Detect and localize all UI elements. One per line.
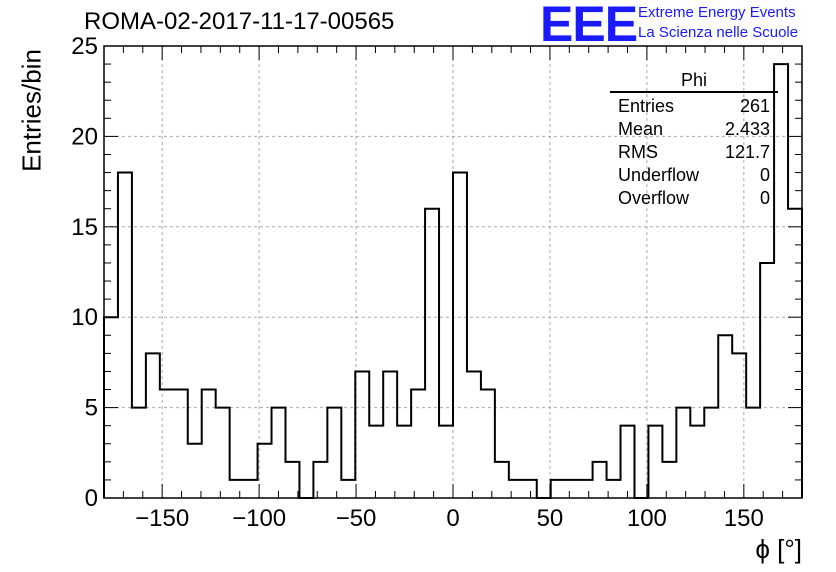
x-tick-label: 50 [537,505,564,532]
histogram-outline [103,63,803,499]
histogram-bin [593,462,607,498]
histogram-bin [272,408,286,498]
histogram-bin [355,371,369,498]
histogram-bin [327,408,341,498]
stats-label: Entries [618,96,675,116]
histogram-bin [690,426,704,498]
histogram-bin [481,390,495,498]
y-tick-label: 5 [85,395,98,422]
histogram-bin [341,480,355,498]
y-tick-label: 15 [71,214,98,241]
histogram-bin [704,408,718,498]
histogram-bin [132,408,146,498]
histogram-bin [397,426,411,498]
histogram-bin [118,173,132,498]
chart-title: ROMA-02-2017-11-17-00565 [84,8,395,35]
histogram-bin [425,209,439,498]
histogram-bin [383,371,397,498]
histogram-bin [676,408,690,498]
eee-logo: EEE [540,0,638,52]
histogram-bin [621,426,635,498]
histogram-bin [216,408,230,498]
y-tick-label: 0 [85,485,98,512]
histogram-bin [369,426,383,498]
x-tick-label: −100 [232,505,286,532]
histogram-bin [244,480,258,498]
histogram-bin [146,353,160,498]
stats-label: Underflow [618,165,700,185]
stats-value: 0 [759,188,770,208]
histogram-bin [579,480,593,498]
histogram-bin [732,353,746,498]
histogram-bin [202,390,216,498]
histogram-bin [285,462,299,498]
stats-box: Phi Entries 261 Mean 2.433 RMS 121.7 Und… [610,70,778,210]
histogram-bin [760,263,774,498]
stats-row-rms: RMS 121.7 [610,141,778,164]
histogram-bin [230,480,244,498]
x-tick-label: −50 [336,505,377,532]
logo-line-2: La Scienza nelle Scuole [638,24,799,41]
histogram-bin [439,426,453,498]
histogram-bin [313,462,327,498]
x-tick-label: 150 [724,505,764,532]
stats-row-mean: Mean 2.433 [610,118,778,141]
stats-row-entries: Entries 261 [610,95,778,118]
stats-value: 121.7 [724,142,770,162]
histogram-bin [648,426,662,498]
stats-label: Overflow [618,188,690,208]
stats-value: 2.433 [724,119,770,139]
y-tick-label: 10 [71,304,98,331]
y-axis-label: Entries/bin [16,49,47,172]
stats-value: 0 [759,165,770,185]
histogram-bin [411,390,425,498]
histogram-bin [523,480,537,498]
x-tick-label: 0 [446,505,459,532]
y-tick-label: 20 [71,123,98,150]
histogram-bin [718,335,732,498]
x-tick-label: 100 [627,505,667,532]
x-axis-label: ϕ [°] [755,534,802,564]
histogram-bin [565,480,579,498]
histogram-bin [258,444,272,498]
y-tick-label: 25 [71,33,98,60]
histogram-bin [174,390,188,498]
histogram-bin [453,173,467,498]
stats-row-overflow: Overflow 0 [610,187,778,210]
histogram-bin [607,480,621,498]
stats-title: Phi [610,70,778,93]
logo-line-1: Extreme Energy Events [638,4,796,21]
stats-label: Mean [618,119,664,139]
histogram-bin [746,408,760,498]
histogram-bin [467,371,481,498]
x-tick-label: −150 [135,505,189,532]
histogram-bin [662,462,676,498]
stats-value: 261 [739,96,770,116]
histogram-bin [188,444,202,498]
stats-row-underflow: Underflow 0 [610,164,778,187]
histogram-bin [495,462,509,498]
stats-label: RMS [618,142,658,162]
histogram-bin [160,390,174,498]
histogram-bin [551,480,565,498]
